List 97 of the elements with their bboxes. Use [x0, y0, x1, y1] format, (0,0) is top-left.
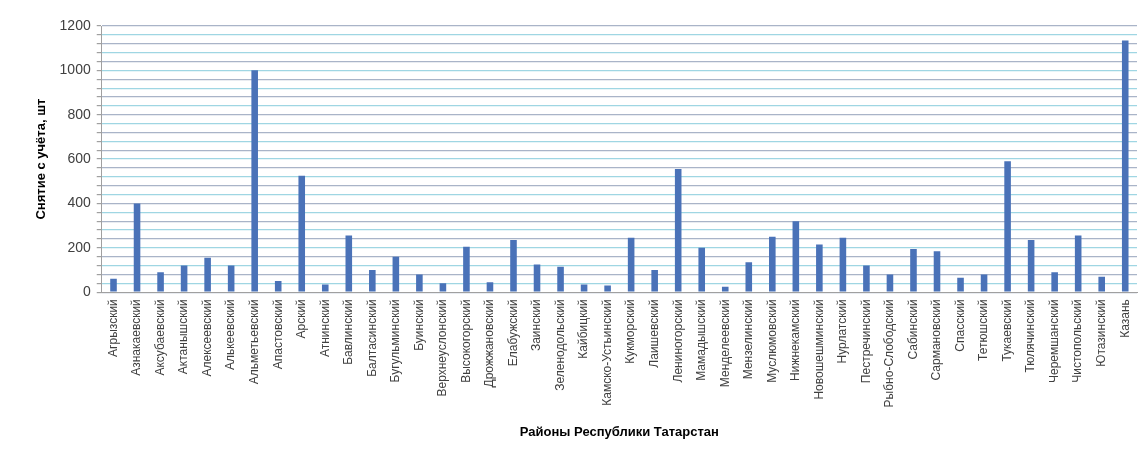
bar: [745, 262, 753, 292]
bar: [604, 285, 611, 292]
x-tick-label: Новошешминский: [811, 299, 826, 400]
x-tick-label: Кайбицкий: [576, 299, 591, 359]
y-tick-label: 200: [67, 238, 91, 255]
bar: [698, 247, 706, 292]
bar: [863, 265, 870, 292]
bar: [133, 203, 141, 292]
x-tick-label: Тюлячинский: [1023, 299, 1038, 373]
x-tick-label: Тетюшский: [976, 299, 991, 361]
x-tick-label: Атнинский: [317, 299, 332, 358]
x-tick-label: Алексеевский: [199, 299, 214, 377]
x-tick-label: Сармановский: [929, 299, 944, 381]
bar: [651, 270, 658, 292]
bar: [110, 278, 117, 292]
bar: [1004, 161, 1011, 292]
x-tick-label: Казань: [1117, 299, 1132, 338]
y-tick-label: 400: [67, 194, 91, 211]
x-tick-label: Буинский: [411, 299, 426, 351]
x-axis-title: Районы Республики Татарстан: [519, 423, 719, 439]
bar: [933, 251, 941, 292]
bar: [369, 270, 376, 292]
bar: [486, 282, 494, 292]
x-tick-label: Лаишевский: [646, 299, 661, 368]
bar: [204, 257, 211, 292]
bar: [392, 256, 400, 292]
x-tick-label: Спасский: [952, 299, 967, 352]
x-tick-label: Сабинский: [905, 299, 920, 360]
bar: [580, 284, 588, 292]
bar: [251, 70, 258, 292]
bar: [816, 244, 823, 292]
bar: [180, 265, 188, 292]
x-tick-label: Аксубаевский: [152, 299, 167, 376]
x-tick-label: Верхнеуслонский: [435, 299, 450, 397]
y-axis-title: Снятие с учёта, шт: [33, 98, 49, 220]
bar: [1074, 235, 1082, 292]
bar: [910, 248, 917, 292]
bar: [557, 266, 564, 292]
bar: [721, 286, 729, 292]
bar: [769, 236, 776, 292]
bar: [510, 240, 517, 292]
bar: [792, 221, 800, 292]
x-tick-label: Нурлатский: [835, 299, 850, 364]
x-tick-label: Зеленодольский: [552, 299, 567, 391]
x-tick-label: Мензелинский: [741, 299, 756, 380]
bar: [980, 274, 988, 292]
bar: [227, 265, 235, 292]
bar: [1121, 40, 1129, 292]
bar: [1027, 240, 1035, 292]
x-tick-label: Тукаевский: [999, 299, 1014, 362]
x-tick-label: Лениногорский: [670, 299, 685, 383]
bar: [533, 264, 541, 292]
x-tick-label: Дрожжановский: [482, 299, 497, 388]
x-tick-label: Елабужский: [505, 299, 520, 367]
y-tick-label: 0: [82, 283, 91, 300]
x-tick-label: Ютазинский: [1094, 299, 1109, 367]
y-tick-label: 600: [67, 149, 91, 166]
x-tick-label: Кукморский: [623, 299, 638, 364]
bar: [627, 237, 635, 292]
x-tick-label: Камско-Устьинский: [599, 299, 614, 406]
bar: [1051, 272, 1058, 292]
x-tick-label: Мамадышский: [694, 299, 709, 381]
x-tick-label: Высокогорский: [458, 299, 473, 383]
bar: [674, 169, 682, 292]
x-tick-label: Муслюмовский: [764, 299, 779, 383]
x-tick-label: Бавлинский: [341, 299, 356, 365]
x-tick-label: Арский: [294, 299, 309, 339]
x-tick-label: Апастовский: [270, 299, 285, 370]
bar: [839, 237, 847, 292]
x-tick-label: Алькеевский: [223, 299, 238, 371]
x-tick-label: Актанышский: [176, 299, 191, 375]
x-tick-label: Бугульминский: [388, 299, 403, 383]
x-tick-label: Нижнекамский: [788, 299, 803, 381]
x-tick-label: Пестречинский: [858, 299, 873, 384]
x-tick-label: Менделеевский: [717, 299, 732, 388]
bar: [463, 246, 470, 292]
y-tick-label: 800: [67, 105, 91, 122]
bar: [416, 274, 423, 292]
bar: [886, 274, 894, 292]
bar: [1098, 276, 1105, 292]
x-tick-label: Азнакаевский: [129, 299, 144, 376]
bar: [957, 277, 964, 292]
x-tick-label: Заинский: [529, 299, 544, 352]
x-tick-label: Чистопольский: [1070, 299, 1085, 383]
y-tick-label: 1000: [59, 61, 91, 78]
bar: [157, 272, 164, 292]
x-tick-label: Агрызский: [105, 299, 120, 357]
x-tick-label: Рыбно-Слободский: [882, 299, 897, 408]
x-tick-label: Черемшанский: [1046, 299, 1061, 384]
bar: [298, 175, 306, 292]
bar: [274, 281, 282, 292]
x-tick-label: Альметьевский: [246, 299, 261, 385]
bar: [321, 284, 329, 292]
x-tick-label: Балтасинский: [364, 299, 379, 377]
bar: [345, 235, 353, 292]
y-tick-label: 1200: [59, 16, 91, 33]
bar: [439, 283, 447, 292]
